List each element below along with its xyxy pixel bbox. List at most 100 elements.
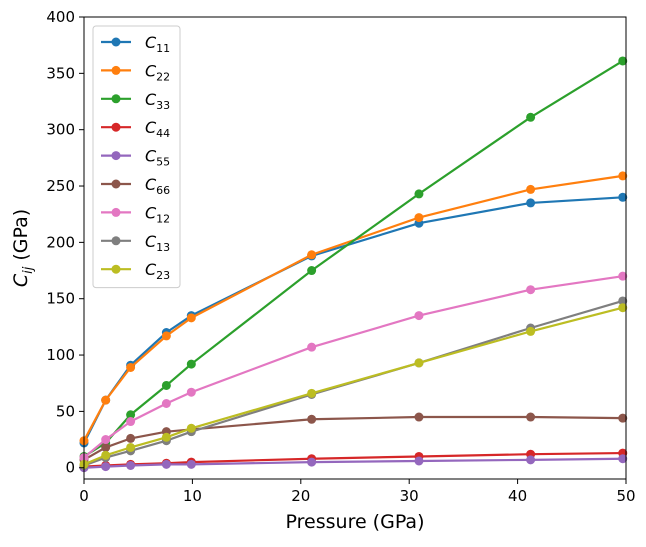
data-point	[618, 171, 628, 181]
y-tick-label: 50	[56, 402, 75, 420]
data-point	[307, 457, 317, 467]
legend-item: C66	[101, 175, 170, 197]
legend-label: C11	[145, 33, 170, 55]
data-point	[101, 442, 111, 452]
x-tick-label: 20	[291, 487, 310, 505]
legend-label: C23	[145, 260, 170, 282]
x-tick-label: 10	[183, 487, 202, 505]
data-point	[186, 359, 196, 369]
data-point	[161, 380, 171, 390]
data-point	[101, 462, 111, 472]
data-point	[126, 362, 136, 372]
data-point	[307, 342, 317, 352]
data-point	[526, 455, 536, 465]
legend-label: C22	[145, 61, 170, 83]
legend-label: C12	[145, 203, 170, 225]
plot-area	[79, 56, 628, 473]
legend-marker	[111, 151, 121, 161]
y-tick-label: 200	[46, 233, 75, 251]
x-tick-label: 30	[400, 487, 419, 505]
data-point	[414, 213, 424, 223]
legend-item: C33	[101, 90, 170, 112]
data-point	[526, 112, 536, 122]
data-point	[161, 399, 171, 409]
plot-frame	[83, 16, 627, 480]
data-point	[414, 358, 424, 368]
legend-label: C33	[145, 90, 170, 112]
data-point	[618, 296, 628, 306]
data-point	[414, 412, 424, 422]
legend-item: C22	[101, 61, 170, 83]
data-point	[307, 250, 317, 260]
legend-marker	[111, 179, 121, 189]
data-point	[161, 432, 171, 442]
data-point	[618, 454, 628, 464]
data-point	[618, 56, 628, 66]
data-point	[126, 442, 136, 452]
legend-label: C44	[145, 118, 170, 140]
legend-marker	[111, 94, 121, 104]
data-point	[126, 460, 136, 470]
data-point	[126, 410, 136, 420]
legend-marker	[111, 264, 121, 274]
data-point	[126, 417, 136, 427]
y-tick-label: 400	[46, 8, 75, 26]
y-axis-title: Cij (GPa)	[10, 209, 36, 287]
legend-item: C13	[101, 232, 170, 254]
legend-box	[92, 25, 181, 289]
data-point	[526, 412, 536, 422]
series-c13	[79, 296, 628, 470]
legend-label: C13	[145, 232, 170, 254]
y-axis: 0 50 100 150 200 250 300 350 400	[46, 8, 84, 477]
data-point	[526, 285, 536, 295]
data-point	[618, 271, 628, 281]
x-tick-label: 0	[79, 487, 89, 505]
legend-label: C66	[145, 175, 170, 197]
y-axis-title-subscript: ij	[21, 266, 36, 274]
legend: C11 C22 C33 C44 C55 C66 C12 C13 C23	[92, 25, 181, 289]
data-point	[126, 433, 136, 443]
x-tick-label: 40	[508, 487, 527, 505]
data-point	[101, 435, 111, 445]
legend-label: C55	[145, 147, 170, 169]
y-axis-title-unit: (GPa)	[10, 209, 32, 267]
data-point	[414, 189, 424, 199]
data-point	[101, 395, 111, 405]
data-point	[526, 184, 536, 194]
data-point	[414, 311, 424, 321]
y-tick-label: 350	[46, 64, 75, 82]
data-point	[307, 414, 317, 424]
series-c23	[79, 303, 628, 469]
legend-marker	[111, 207, 121, 217]
data-point	[161, 331, 171, 341]
x-tick-label: 50	[616, 487, 635, 505]
data-point	[186, 387, 196, 397]
legend-item: C23	[101, 260, 170, 282]
legend-marker	[111, 37, 121, 47]
data-point	[526, 326, 536, 336]
data-point	[161, 459, 171, 469]
legend-marker	[111, 65, 121, 75]
data-point	[526, 198, 536, 208]
data-point	[618, 413, 628, 423]
y-tick-label: 150	[46, 290, 75, 308]
y-tick-label: 0	[65, 459, 75, 477]
data-point	[186, 313, 196, 323]
data-point	[101, 450, 111, 460]
legend-marker	[111, 236, 121, 246]
y-tick-label: 100	[46, 346, 75, 364]
data-point	[414, 456, 424, 466]
data-point	[186, 423, 196, 433]
y-tick-label: 300	[46, 121, 75, 139]
series-c22	[79, 171, 628, 446]
legend-item: C12	[101, 203, 170, 225]
series-c55	[79, 454, 628, 473]
x-axis-title: Pressure (GPa)	[286, 511, 425, 533]
data-point	[618, 303, 628, 313]
legend-item: C55	[101, 147, 170, 169]
legend-item: C44	[101, 118, 170, 140]
y-tick-label: 250	[46, 177, 75, 195]
legend-marker	[111, 122, 121, 132]
